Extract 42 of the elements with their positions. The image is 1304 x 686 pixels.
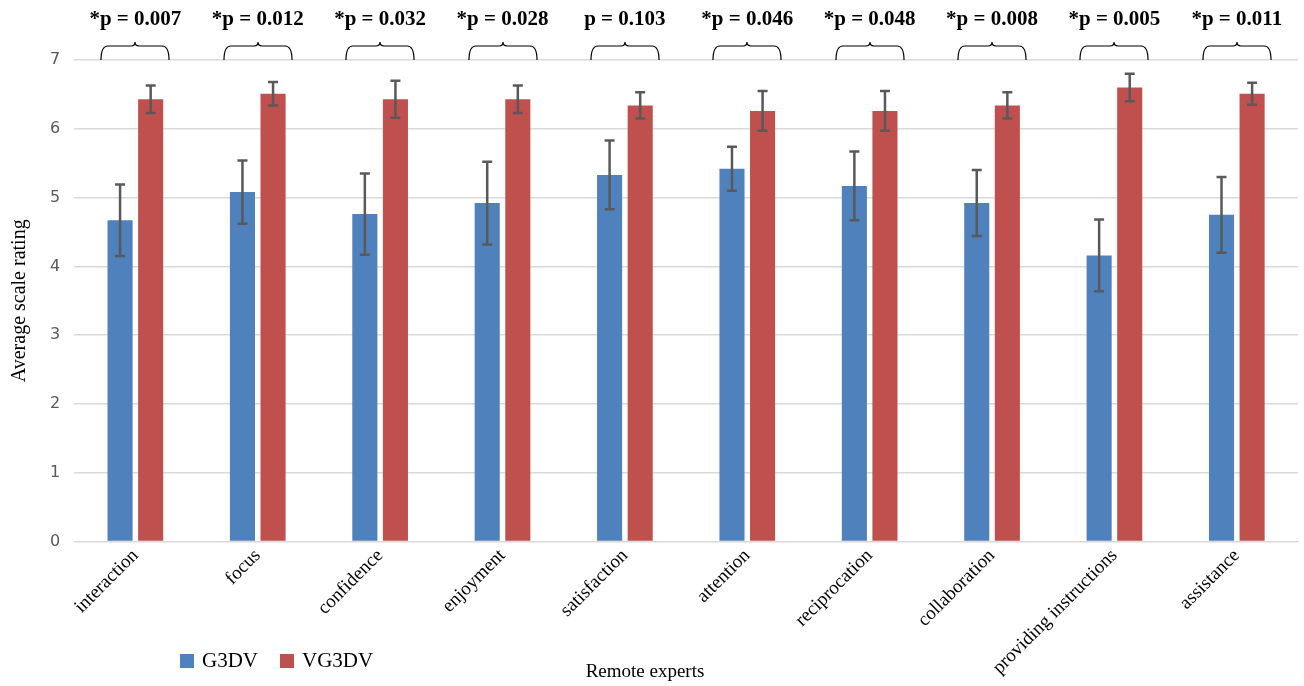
text: *p = 0.028: [456, 6, 549, 31]
bar: [841, 185, 867, 541]
bar: [1208, 214, 1235, 541]
y-tick-label: 0: [49, 530, 61, 550]
text: *p = 0.005: [1068, 6, 1161, 31]
bar: [1086, 255, 1112, 541]
legend-label: VG3DV: [302, 648, 374, 673]
text: p = 0.103: [584, 6, 666, 31]
bar: [505, 99, 531, 541]
y-tick-label: 2: [49, 393, 61, 413]
bar: [138, 99, 164, 541]
y-tick-label: 5: [49, 186, 61, 206]
bar: [107, 220, 133, 541]
bar: [260, 93, 286, 541]
y-tick-label: 6: [49, 117, 61, 137]
bar: [994, 105, 1020, 541]
bar: [1239, 93, 1265, 541]
bar: [627, 105, 653, 541]
y-tick-label: 7: [49, 49, 61, 69]
text: *p = 0.048: [823, 6, 916, 31]
bar: [750, 110, 776, 541]
bar: [474, 203, 500, 541]
bar: [229, 192, 255, 541]
y-tick-label: 1: [49, 461, 61, 481]
bar: [352, 214, 378, 541]
legend-label: G3DV: [202, 648, 258, 673]
text: *p = 0.007: [89, 6, 182, 31]
y-axis-title: Average scale rating: [7, 219, 31, 383]
bar: [382, 99, 408, 541]
text: *p = 0.008: [946, 6, 1038, 31]
y-tick-label: 4: [49, 255, 61, 275]
text: *p = 0.032: [334, 6, 427, 31]
y-tick-label: 3: [49, 324, 61, 344]
x-axis-title: Remote experts: [585, 660, 705, 682]
text: *p = 0.012: [211, 6, 304, 31]
bar: [872, 110, 898, 541]
bar: [964, 203, 990, 541]
bar: [1117, 87, 1143, 541]
bar: [597, 174, 623, 541]
text: *p = 0.011: [1191, 6, 1283, 31]
text: *p = 0.046: [701, 6, 794, 31]
bar: [719, 168, 745, 541]
